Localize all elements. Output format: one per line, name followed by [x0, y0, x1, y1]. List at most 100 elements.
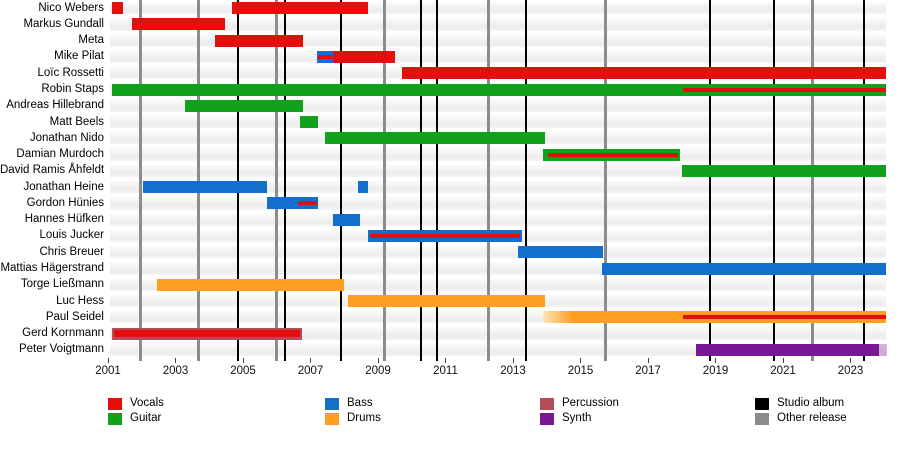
row-background	[110, 18, 886, 31]
axis-tick-label: 2023	[837, 365, 864, 377]
legend-swatch	[325, 398, 339, 410]
row-background	[110, 327, 886, 340]
legend-label: Studio album	[777, 397, 845, 409]
member-name: Jonathan Heine	[23, 180, 104, 193]
member-name: Damian Murdoch	[16, 148, 104, 161]
member-name: Markus Gundall	[23, 17, 104, 30]
axis-tick	[782, 358, 784, 363]
member-name: Jonathan Nido	[29, 131, 104, 144]
member-name: Loïc Rossetti	[37, 66, 104, 79]
member-name: Louis Jucker	[39, 229, 104, 242]
axis-tick	[310, 358, 311, 363]
row-background	[110, 148, 886, 161]
legend-swatch	[755, 398, 769, 410]
axis-tick-label: 2015	[567, 365, 594, 377]
axis-tick	[580, 358, 581, 363]
overlay-stripe-vocals	[548, 152, 679, 157]
release-line-album	[862, 0, 865, 361]
legend-swatch	[108, 413, 122, 425]
member-name: Matt Beels	[49, 115, 104, 128]
axis-tick	[715, 358, 716, 363]
row-background	[110, 197, 886, 210]
timeline-bar-vocals	[401, 67, 886, 80]
axis-tick	[445, 358, 446, 363]
legend-swatch	[108, 398, 122, 410]
overlay-stripe-vocals	[317, 54, 333, 59]
timeline-bar-vocals	[333, 50, 395, 63]
axis-tick	[647, 358, 649, 363]
member-name: Luc Hess	[56, 294, 104, 307]
timeline-bar-bass	[333, 213, 361, 226]
axis-tick-label: 2007	[297, 365, 324, 377]
release-line-other	[274, 0, 278, 361]
release-line-album	[339, 0, 342, 361]
axis-tick-label: 2005	[230, 365, 256, 377]
axis-tick	[377, 358, 379, 363]
axis-tick	[175, 358, 176, 363]
release-line-album	[436, 0, 439, 361]
member-name: Mike Pilat	[54, 50, 104, 63]
timeline-bar-drums	[543, 311, 886, 324]
axis-tick-label: 2021	[770, 365, 796, 377]
release-line-album	[524, 0, 527, 361]
legend-swatch	[755, 413, 769, 425]
member-name: Chris Breuer	[39, 245, 104, 258]
member-name: Robin Staps	[41, 83, 104, 95]
timeline-bar-synth	[878, 343, 887, 356]
release-line-album	[772, 0, 775, 361]
timeline-bar-bass	[518, 246, 604, 259]
release-line-other	[604, 0, 608, 361]
axis-tick-label: 2001	[95, 365, 121, 377]
release-line-other	[486, 0, 490, 361]
member-name: Andreas Hillebrand	[6, 99, 104, 112]
row-background	[110, 115, 886, 129]
timeline-bar-guitar	[112, 83, 886, 96]
row-background	[110, 213, 886, 226]
member-name: Mattias Hägerstrand	[0, 262, 104, 274]
legend-label: Drums	[347, 412, 381, 424]
release-line-other	[196, 0, 200, 361]
timeline-bar-guitar	[325, 132, 546, 145]
legend-swatch	[540, 398, 554, 410]
timeline-bar-drums	[156, 278, 344, 291]
timeline-bar-bass	[358, 181, 368, 194]
axis-tick	[512, 358, 514, 363]
overlay-stripe-vocals	[298, 201, 317, 206]
member-name: Meta	[78, 34, 104, 47]
member-name: Paul Seidel	[45, 310, 104, 323]
legend-swatch	[325, 413, 339, 425]
member-name: Torge Ließmann	[20, 278, 104, 291]
legend-label: Guitar	[130, 412, 162, 424]
row-background	[110, 50, 886, 64]
member-name: Peter Voigtmann	[18, 343, 104, 356]
overlay-stripe-vocals	[683, 315, 886, 320]
release-line-album	[419, 0, 422, 361]
legend-label: Vocals	[130, 397, 164, 409]
axis-tick	[107, 358, 109, 363]
row-background	[110, 99, 886, 112]
member-name: David Ramis Åhfeldt	[0, 164, 105, 177]
release-line-album	[236, 0, 239, 361]
timeline-bar-guitar	[682, 164, 886, 177]
timeline-bar-bass	[143, 181, 267, 194]
release-line-album	[709, 0, 712, 361]
member-name: Nico Webers	[38, 1, 104, 14]
row-background	[110, 246, 886, 259]
member-name: Hannes Hüfken	[24, 213, 104, 226]
timeline-bar-bass	[602, 262, 886, 275]
legend-label: Synth	[562, 412, 592, 424]
axis-tick-label: 2011	[433, 365, 458, 377]
timeline-bar-vocals	[112, 2, 124, 15]
timeline-bar-bass	[316, 50, 334, 63]
release-line-other	[138, 0, 142, 361]
timeline-bar-synth	[695, 343, 879, 356]
timeline-bar-guitar	[300, 116, 318, 129]
row-background	[110, 181, 886, 194]
overlay-stripe-vocals	[369, 233, 521, 238]
timeline-bar-drums	[347, 295, 546, 308]
overlay-stripe-vocals	[114, 330, 301, 338]
timeline-bar-vocals	[131, 18, 226, 31]
release-line-other	[382, 0, 386, 361]
axis-tick	[850, 358, 851, 363]
timeline-bar-guitar	[184, 99, 304, 112]
